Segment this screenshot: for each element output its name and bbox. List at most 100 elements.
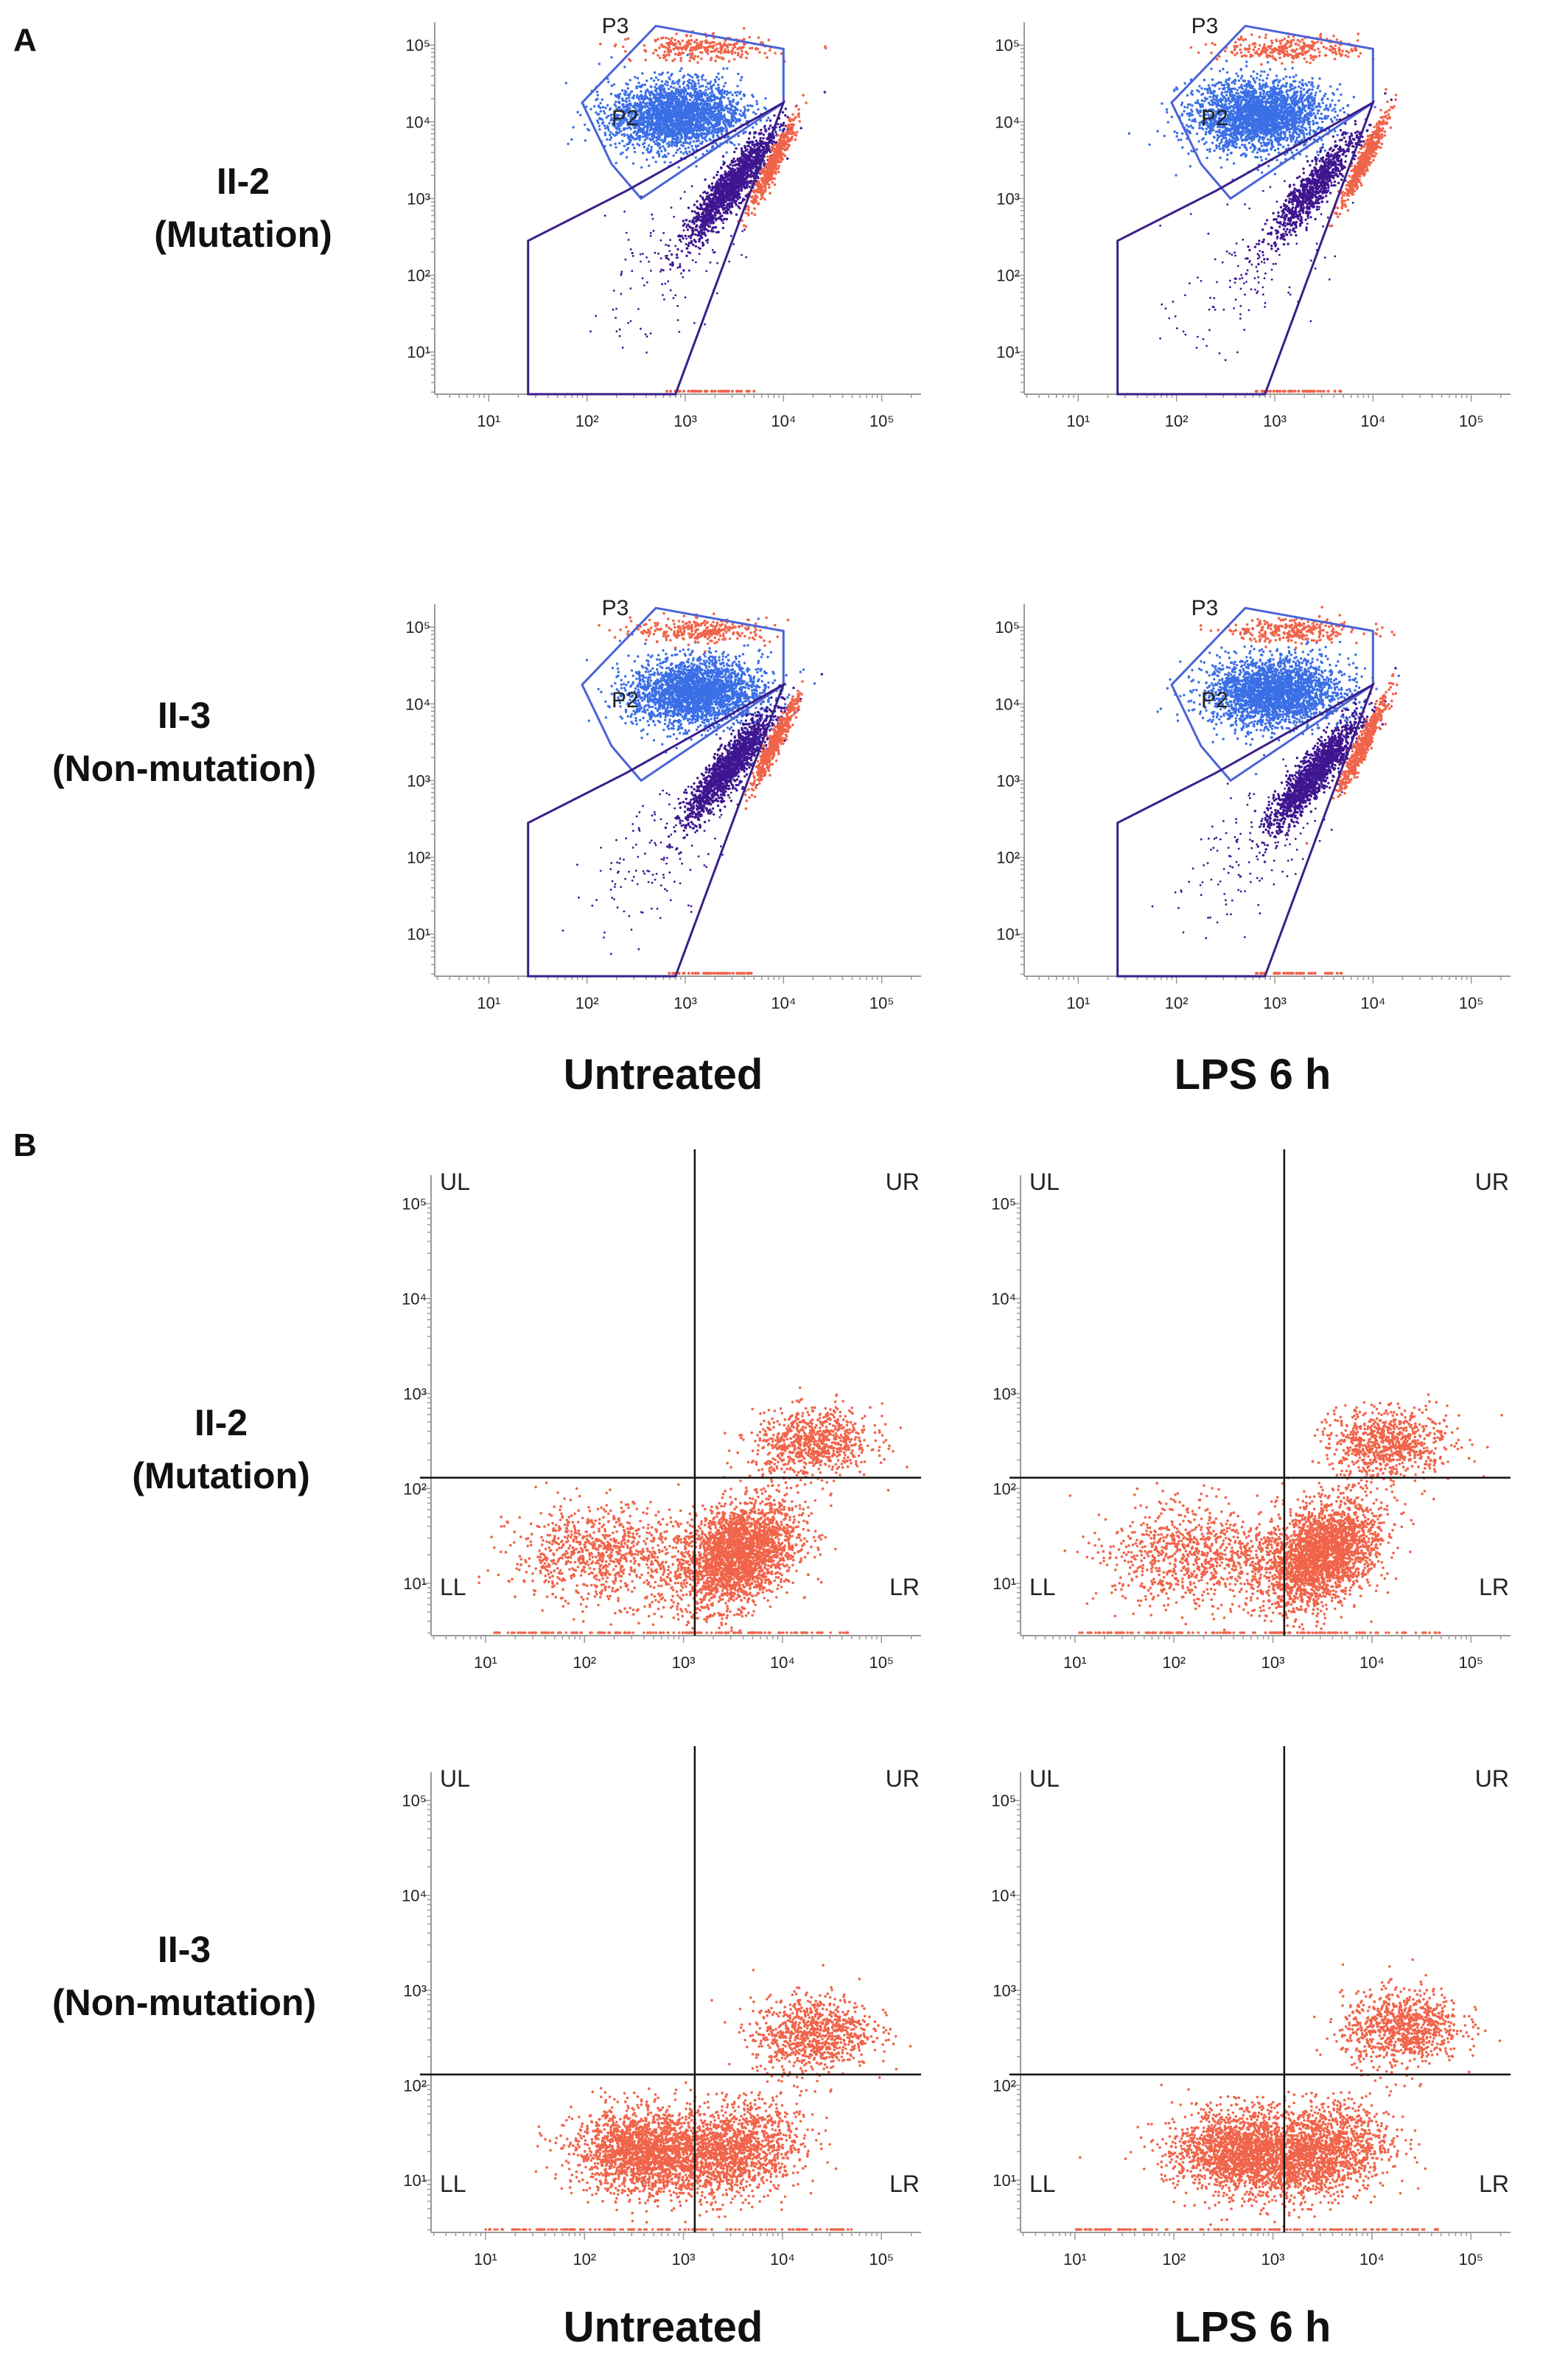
p2-point [714, 125, 717, 128]
outside-point [780, 52, 783, 55]
p2-point [619, 153, 623, 155]
p3-point [716, 292, 718, 295]
p3-point [707, 220, 710, 224]
p2-point [671, 99, 674, 103]
p3-point [772, 140, 775, 143]
p3-point [748, 141, 751, 145]
p2-point [660, 105, 663, 108]
p3-point [722, 163, 725, 166]
p3-point [708, 197, 711, 200]
p2-point [716, 105, 719, 108]
p3-point [717, 185, 721, 188]
p3-point [701, 196, 704, 199]
p3-point [741, 168, 744, 171]
outside-point [623, 49, 627, 53]
p2-point [620, 114, 623, 117]
p2-point [658, 110, 662, 113]
p2-point [691, 103, 695, 107]
p3-point [714, 225, 718, 229]
p3-point [717, 231, 720, 234]
p2-point [673, 82, 676, 85]
p2-point [648, 98, 651, 102]
p2-point [601, 118, 604, 121]
p2-point [726, 67, 729, 70]
p2-point [721, 116, 724, 119]
p3-point [683, 191, 686, 193]
outside-point [753, 197, 756, 200]
p3-point [707, 209, 710, 212]
p2-point [697, 96, 701, 99]
p2-point [711, 129, 714, 132]
p2-point [623, 106, 626, 109]
p3-point [727, 208, 730, 211]
p2-point [636, 94, 639, 97]
p3-point [706, 192, 710, 195]
p3-point [694, 233, 697, 236]
col-label-a-lps: LPS 6 h [1076, 1050, 1429, 1099]
p2-point [676, 149, 679, 152]
p2-point [640, 97, 644, 99]
p2-point [737, 134, 740, 138]
p2-point [695, 139, 699, 143]
p2-point [684, 109, 687, 112]
p2-point [655, 96, 658, 99]
p2-point [703, 112, 706, 115]
p2-point [628, 94, 631, 97]
p2-point [714, 80, 717, 83]
p2-point [692, 111, 695, 115]
p2-point [715, 134, 719, 137]
p2-point [699, 115, 701, 119]
p2-point [690, 85, 693, 88]
p2-point [696, 114, 699, 117]
p3-point [639, 253, 642, 256]
p3-point [615, 317, 617, 319]
p3-point [722, 222, 724, 224]
p2-point [680, 116, 683, 120]
p2-point [653, 96, 656, 99]
p3-point [734, 176, 737, 180]
p2-point [615, 131, 618, 135]
p2-point [701, 78, 704, 81]
outside-point [781, 158, 784, 161]
p2-point [655, 87, 659, 91]
p2-point [684, 117, 687, 120]
p3-point [615, 307, 617, 310]
p2-point [655, 83, 658, 86]
outside-point [777, 170, 780, 174]
p2-point [657, 116, 660, 119]
p2-point [722, 67, 725, 70]
p3-point [718, 195, 721, 197]
p3-point [707, 229, 710, 233]
p2-point [633, 125, 637, 127]
p3-point [724, 182, 727, 186]
p2-point [643, 139, 646, 141]
p2-point [642, 105, 645, 108]
p2-point [729, 108, 732, 112]
outside-point [663, 50, 667, 54]
p2-point [690, 102, 693, 105]
p3-point [668, 250, 671, 253]
outside-point [782, 139, 785, 141]
p2-point [650, 126, 653, 130]
p2-point [693, 127, 696, 130]
p2-point [682, 92, 686, 95]
p2-point [637, 98, 640, 101]
p2-point [662, 144, 665, 148]
p2-point [690, 87, 693, 90]
panel-a-letter: A [13, 22, 37, 59]
p2-point [635, 85, 638, 88]
p2-point [636, 77, 640, 80]
p2-point [688, 122, 691, 125]
p2-point [628, 97, 631, 99]
p2-point [686, 136, 690, 139]
p3-point [736, 173, 740, 176]
p2-point [676, 112, 679, 116]
p2-point [609, 92, 613, 96]
y-tick-label: 10² [407, 267, 430, 285]
p3-point [784, 113, 787, 117]
p2-point [720, 102, 723, 105]
p3-point [746, 154, 749, 157]
p3-point [669, 268, 672, 270]
p3-point [693, 203, 696, 206]
